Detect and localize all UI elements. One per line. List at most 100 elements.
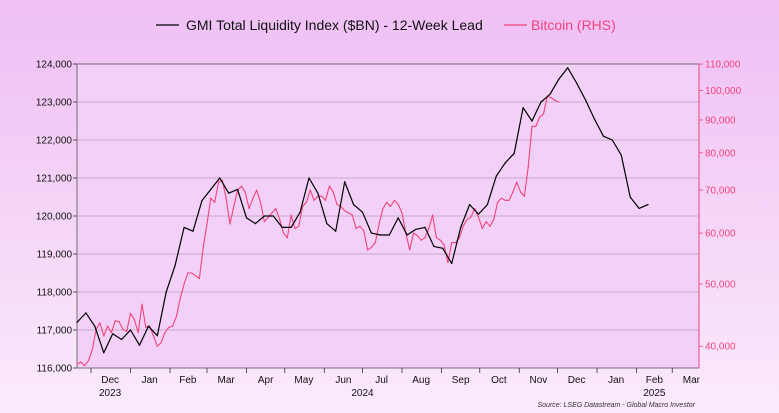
bitcoin-point	[305, 201, 307, 203]
bitcoin-point	[252, 197, 254, 199]
bitcoin-point	[164, 332, 166, 334]
gmi-liquidity-point	[540, 101, 542, 103]
bitcoin-point	[493, 218, 495, 221]
x-month-label: Dec	[568, 375, 586, 386]
y-axis-left: 116,000 117,000 118,000 119,000 120,000 121,0…	[36, 60, 77, 375]
bitcoin-point	[84, 365, 86, 367]
bitcoin-point	[531, 125, 533, 127]
bitcoin-point	[282, 232, 285, 234]
bitcoin-point	[447, 261, 449, 264]
bitcoin-point	[91, 349, 93, 351]
bitcoin-point	[290, 214, 292, 216]
bitcoin-point	[336, 203, 338, 205]
x-month-label: Feb	[646, 375, 664, 386]
bitcoin-point	[133, 319, 135, 321]
y-right-tick-label: 40,000	[705, 342, 736, 353]
bitcoin-point	[550, 97, 552, 99]
bitcoin-point	[168, 326, 170, 328]
y-right-tick-label: 80,000	[705, 148, 736, 159]
bitcoin-point	[386, 201, 388, 203]
y-right-tick-label: 110,000	[705, 60, 741, 71]
x-month-label: Oct	[491, 375, 507, 386]
bitcoin-point	[309, 189, 311, 191]
bitcoin-point	[172, 325, 174, 327]
y-left-tick-label: 119,000	[37, 250, 73, 261]
bitcoin-point	[160, 342, 162, 344]
gmi-liquidity-point	[192, 230, 194, 232]
bitcoin-point	[359, 225, 361, 227]
bitcoin-point	[516, 181, 518, 183]
source-footnote: Source: LSEG Datastream - Global Macro I…	[537, 402, 695, 409]
bitcoin-point	[271, 212, 273, 214]
gmi-liquidity-point	[451, 262, 453, 265]
bitcoin-point	[118, 321, 120, 323]
bitcoin-point	[191, 272, 193, 274]
bitcoin-point	[187, 272, 189, 274]
bitcoin-point	[451, 242, 453, 244]
x-month-label: Nov	[530, 375, 548, 386]
x-month-label: Aug	[412, 375, 430, 386]
y-left-tick-label: 117,000	[37, 326, 73, 337]
bitcoin-point	[554, 99, 556, 102]
gmi-liquidity-point	[406, 234, 408, 236]
gmi-liquidity-point	[353, 204, 355, 206]
bitcoin-point	[202, 246, 204, 248]
y-left-tick-label: 120,000	[36, 212, 73, 223]
bitcoin-point	[267, 216, 269, 218]
gmi-liquidity-point	[629, 196, 631, 198]
bitcoin-point	[206, 223, 208, 225]
legend-label-gmi: GMI Total Liquidity Index ($BN) - 12-Wee…	[186, 17, 483, 33]
bitcoin-point	[424, 237, 426, 239]
gmi-liquidity-point	[344, 181, 346, 183]
bitcoin-point	[194, 275, 197, 277]
gmi-liquidity-point	[281, 226, 283, 228]
bitcoin-point	[504, 199, 506, 201]
bitcoin-point	[435, 237, 437, 239]
y-left-tick-label: 122,000	[36, 136, 73, 147]
bitcoin-point	[397, 203, 399, 205]
bitcoin-point	[443, 244, 445, 246]
gmi-liquidity-point	[602, 135, 605, 137]
gmi-liquidity-point	[460, 226, 462, 228]
gmi-liquidity-point	[397, 217, 399, 219]
gmi-liquidity-point	[299, 211, 301, 213]
gmi-liquidity-point	[611, 139, 613, 141]
bitcoin-point	[470, 216, 472, 218]
bitcoin-point	[393, 199, 395, 201]
bitcoin-point	[378, 223, 380, 225]
gmi-liquidity-point	[379, 234, 381, 236]
bitcoin-point	[152, 335, 155, 337]
bitcoin-point	[122, 328, 124, 330]
x-month-label: Jul	[375, 375, 388, 386]
bitcoin-point	[332, 191, 334, 193]
gmi-liquidity-point	[477, 213, 480, 215]
bitcoin-point	[439, 239, 441, 241]
bitcoin-point	[80, 361, 82, 363]
gmi-liquidity-point	[201, 200, 203, 202]
bitcoin-point	[76, 363, 78, 365]
bitcoin-point	[328, 185, 330, 187]
bitcoin-point	[420, 239, 422, 241]
bitcoin-point	[512, 191, 514, 193]
bitcoin-point	[248, 208, 250, 210]
bitcoin-point	[286, 237, 288, 239]
bitcoin-point	[466, 218, 468, 221]
gmi-liquidity-point	[308, 177, 310, 179]
gmi-liquidity-point	[638, 207, 640, 209]
bitcoin-point	[500, 197, 502, 199]
bitcoin-point	[240, 185, 242, 187]
gmi-liquidity-point	[326, 223, 328, 225]
gmi-liquidity-series	[76, 67, 649, 354]
gmi-liquidity-point	[361, 211, 364, 213]
legend-label-bitcoin: Bitcoin (RHS)	[531, 17, 616, 33]
gmi-liquidity-point	[469, 204, 471, 206]
x-month-label: Apr	[258, 375, 274, 386]
bitcoin-point	[229, 223, 231, 225]
bitcoin-point	[324, 199, 327, 201]
gridlines	[77, 101, 699, 331]
bitcoin-point	[233, 205, 235, 208]
gmi-liquidity-point	[531, 120, 533, 122]
gmi-liquidity-point	[388, 234, 390, 236]
gmi-liquidity-point	[433, 245, 435, 247]
